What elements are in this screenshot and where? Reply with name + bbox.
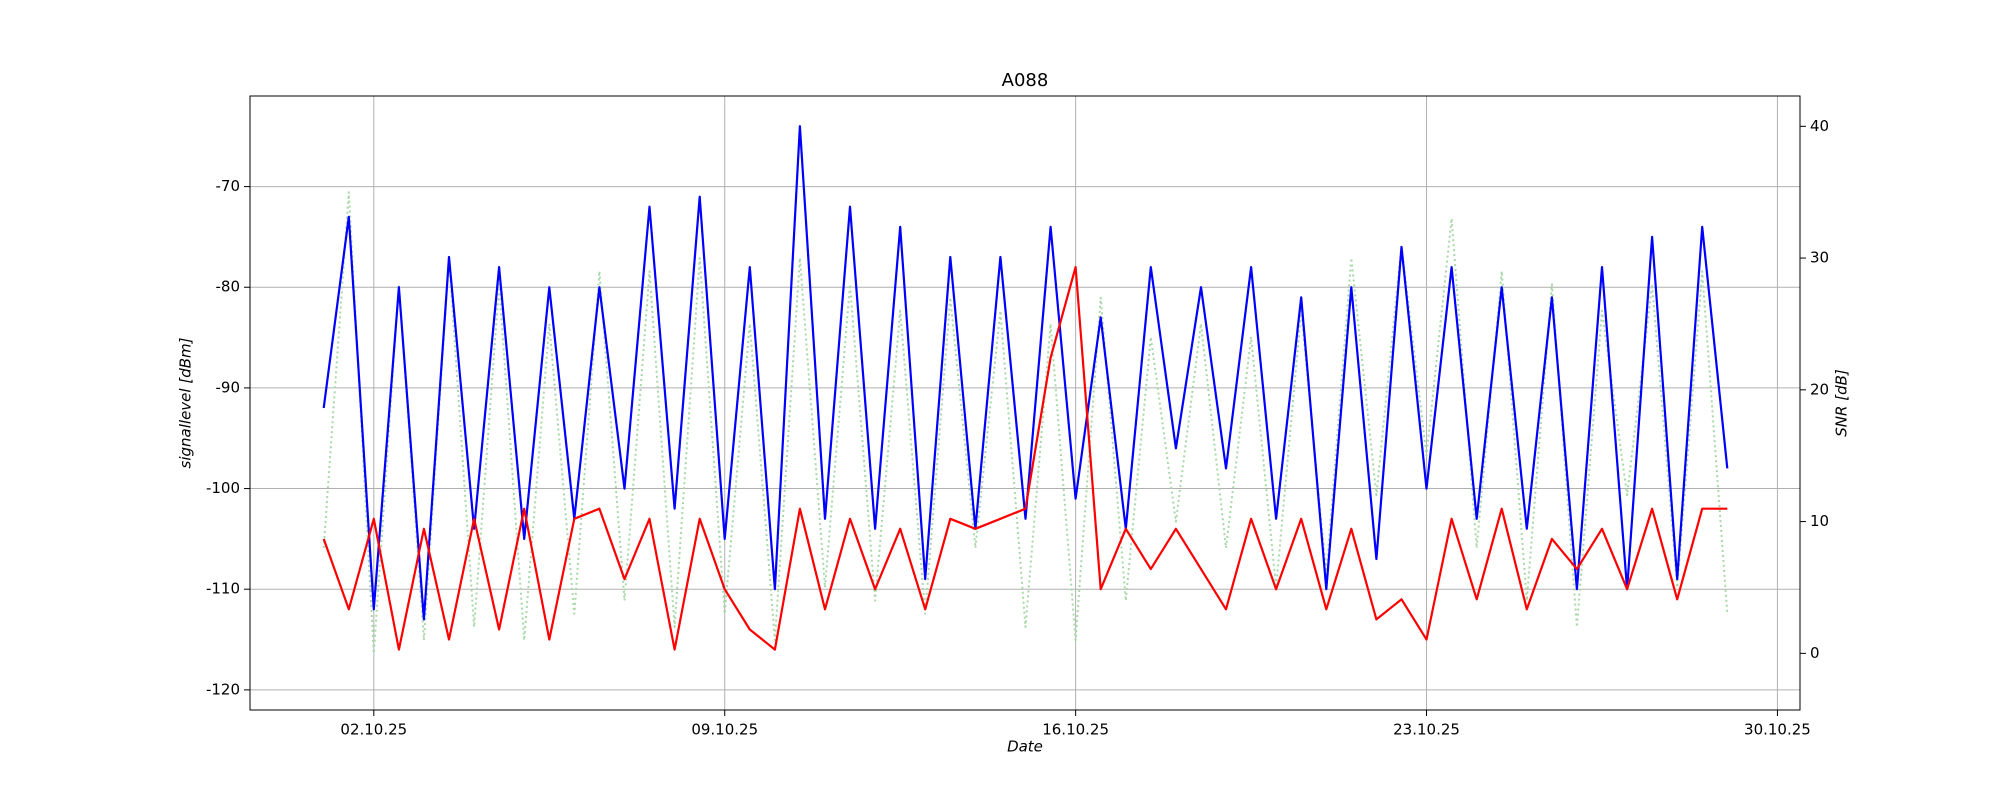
x-tick-label: 16.10.25 — [1042, 721, 1109, 739]
chart-title: A088 — [1002, 70, 1049, 91]
y-axis-label: signallevel [dBm] — [177, 337, 195, 468]
plot-frame — [249, 95, 1801, 711]
y-tick-label: -90 — [216, 378, 241, 396]
y-tick-label: -120 — [206, 680, 240, 698]
y-tick-label: -110 — [206, 580, 240, 598]
y2-tick-label: 0 — [1810, 644, 1820, 662]
y-tick-label: -100 — [206, 479, 240, 497]
series-line — [322, 266, 1728, 651]
y-tick-label: -70 — [216, 177, 241, 195]
series-line — [322, 125, 1729, 621]
x-tick-label: 09.10.25 — [691, 721, 758, 739]
x-tick-label: 30.10.25 — [1744, 721, 1811, 739]
x-tick-label: 23.10.25 — [1393, 721, 1460, 739]
y2-axis-label: SNR [dB] — [1833, 369, 1851, 437]
series-line — [322, 191, 1729, 655]
x-axis-label: Date — [1007, 738, 1043, 756]
x-tick-label: 02.10.25 — [340, 721, 407, 739]
y2-tick-label: 10 — [1810, 512, 1829, 530]
y2-tick-label: 20 — [1810, 380, 1829, 398]
y-tick-label: -80 — [216, 278, 241, 296]
y2-tick-label: 40 — [1810, 117, 1829, 135]
y2-tick-label: 30 — [1810, 249, 1829, 267]
